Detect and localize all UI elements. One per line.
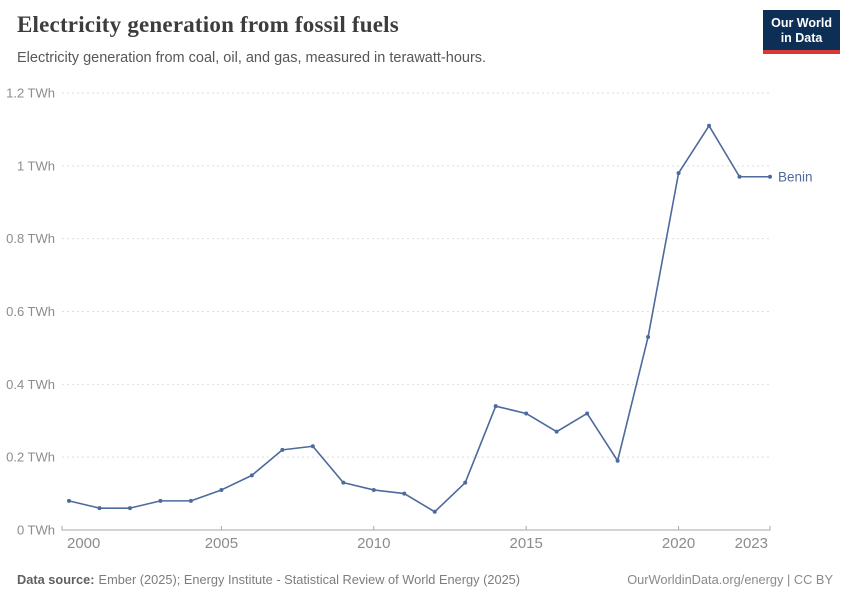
data-point: [97, 506, 102, 511]
data-point: [585, 411, 590, 416]
footer-credit: OurWorldinData.org/energy | CC BY: [627, 572, 833, 587]
data-source-label: Data source:: [17, 572, 95, 587]
data-point: [188, 498, 193, 503]
x-axis-tick-label: 2023: [735, 535, 768, 552]
x-axis-tick-label: 2000: [67, 535, 100, 552]
data-point: [219, 487, 224, 492]
chart-footer: Data source: Ember (2025); Energy Institu…: [17, 572, 833, 587]
data-point: [646, 334, 651, 339]
owid-logo-line2: in Data: [780, 31, 823, 45]
x-axis-tick-label: 2005: [205, 535, 238, 552]
series-line: [68, 124, 770, 513]
y-axis-tick-label: 1.2 TWh: [6, 86, 55, 101]
data-point: [493, 404, 498, 409]
data-point: [158, 498, 163, 503]
data-point: [67, 498, 71, 503]
data-point: [768, 174, 772, 179]
x-axis-tick-label: 2020: [662, 535, 695, 552]
data-point: [707, 123, 712, 128]
data-point: [249, 473, 254, 478]
y-axis-tick-label: 1 TWh: [17, 158, 55, 173]
y-axis-tick-label: 0.2 TWh: [6, 450, 55, 465]
data-point: [127, 506, 132, 511]
data-point: [554, 429, 559, 434]
data-point: [432, 509, 437, 514]
y-axis-tick-label: 0.8 TWh: [6, 231, 55, 246]
y-axis-tick-label: 0.4 TWh: [6, 377, 55, 392]
data-point: [676, 171, 681, 176]
chart-subtitle: Electricity generation from coal, oil, a…: [17, 50, 487, 66]
data-point: [371, 487, 376, 492]
data-point: [341, 480, 346, 485]
data-source-text: Ember (2025); Energy Institute - Statist…: [98, 572, 521, 587]
x-axis-line: [61, 526, 771, 531]
data-point: [280, 447, 285, 452]
x-axis-tick-label: 2015: [509, 535, 542, 552]
y-axis-tick-label: 0 TWh: [17, 523, 55, 538]
page-title: Electricity generation from fossil fuels: [17, 12, 399, 37]
data-point: [737, 174, 742, 179]
x-axis-tick-label: 2010: [357, 535, 390, 552]
owid-logo-line1: Our World: [771, 16, 832, 30]
data-point: [615, 458, 620, 463]
owid-logo: Our World in Data: [763, 10, 840, 54]
data-point: [524, 411, 529, 416]
data-source: Data source: Ember (2025); Energy Institu…: [17, 572, 520, 587]
data-point: [310, 444, 315, 449]
series-end-label: Benin: [778, 169, 813, 184]
data-point: [402, 491, 407, 496]
y-axis-tick-label: 0.6 TWh: [6, 304, 55, 319]
data-point: [463, 480, 468, 485]
